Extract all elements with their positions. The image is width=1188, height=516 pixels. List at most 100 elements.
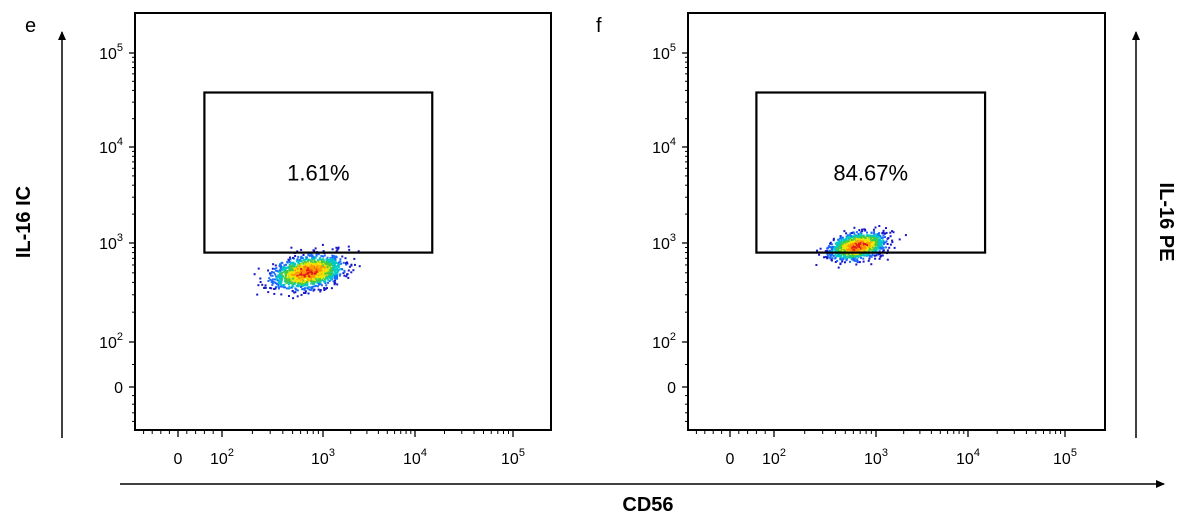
event-dot [874, 250, 876, 253]
event-dot [859, 253, 862, 256]
event-dot [296, 278, 299, 281]
event-dot [294, 263, 297, 266]
scatter-population-f [815, 225, 907, 269]
event-dot [872, 228, 875, 231]
event-dot [328, 275, 331, 278]
event-dot [337, 264, 340, 267]
event-dot [326, 266, 329, 269]
event-dot [866, 247, 869, 250]
event-dot [319, 282, 322, 285]
event-dot [304, 273, 307, 276]
event-dot [276, 269, 279, 272]
event-dot [828, 256, 831, 259]
event-dot [316, 260, 318, 263]
event-dot [880, 254, 883, 257]
event-dot [337, 261, 340, 264]
event-dot [263, 286, 266, 289]
panel-letter-e: e [25, 15, 36, 37]
event-dot [864, 247, 867, 250]
event-dot [845, 232, 848, 235]
event-dot [864, 229, 867, 232]
event-dot [313, 267, 316, 270]
event-dot [287, 258, 290, 261]
event-dot [839, 236, 842, 239]
event-dot [329, 257, 332, 259]
event-dot [892, 231, 895, 234]
y-tick-label: 104 [99, 136, 123, 157]
event-dot [305, 281, 308, 283]
event-dot [279, 270, 282, 273]
event-dot [855, 236, 858, 239]
event-dot [288, 295, 290, 297]
gate-rectangle-e [203, 91, 434, 254]
event-dot [329, 264, 331, 267]
event-dot [300, 267, 303, 270]
event-dot [340, 262, 343, 265]
event-dot [861, 228, 864, 231]
event-dot [831, 248, 834, 251]
event-dot [331, 248, 334, 251]
event-dot [297, 255, 300, 258]
event-dot [285, 281, 288, 284]
event-dot [301, 257, 304, 260]
event-dot [285, 278, 288, 281]
event-dot [311, 257, 314, 260]
event-dot [253, 273, 256, 276]
event-dot [884, 232, 887, 235]
event-dot [331, 262, 334, 265]
event-dot [831, 245, 834, 248]
event-dot [339, 268, 342, 271]
event-dot [879, 236, 882, 239]
event-dot [336, 270, 339, 273]
event-dot [295, 284, 298, 287]
event-dot [847, 253, 850, 255]
event-dot [843, 245, 846, 248]
event-dot [347, 276, 350, 279]
event-dot [327, 281, 329, 284]
event-dot [313, 281, 316, 284]
event-dot [316, 285, 319, 288]
event-dot [312, 266, 314, 269]
event-dot [845, 238, 848, 241]
event-dot [275, 267, 278, 270]
event-dot [292, 282, 294, 285]
event-dot [845, 236, 848, 239]
event-dot [870, 234, 873, 237]
event-dot [831, 249, 834, 252]
event-dot [277, 279, 280, 282]
event-dot [871, 239, 874, 242]
event-dot [302, 284, 305, 287]
event-dot [860, 245, 862, 248]
event-dot [852, 244, 855, 247]
event-dot [839, 244, 842, 247]
event-dot [329, 275, 332, 278]
event-dot [857, 233, 860, 235]
event-dot [325, 276, 328, 279]
event-dot [270, 287, 273, 290]
event-dot [314, 269, 317, 272]
event-dot [290, 286, 293, 289]
event-dot [336, 274, 339, 277]
event-dot [317, 288, 320, 291]
event-dot [281, 269, 284, 272]
event-dot [308, 271, 311, 274]
event-dot [849, 256, 852, 259]
event-dot [872, 236, 875, 239]
y-tick-label: 104 [652, 136, 676, 157]
event-dot [831, 253, 834, 256]
event-dot [855, 259, 857, 262]
event-dot [848, 243, 851, 246]
event-dot [885, 231, 888, 234]
event-dot [868, 253, 871, 256]
event-dot [271, 283, 274, 286]
event-dot [852, 231, 855, 234]
event-dot [325, 267, 328, 269]
event-dot [321, 261, 324, 264]
event-dot [861, 250, 864, 253]
event-dot [847, 240, 850, 243]
event-dot [861, 230, 864, 233]
event-dot [289, 269, 292, 272]
event-dot [297, 263, 300, 266]
event-dot [850, 235, 853, 238]
event-dot [336, 283, 339, 286]
